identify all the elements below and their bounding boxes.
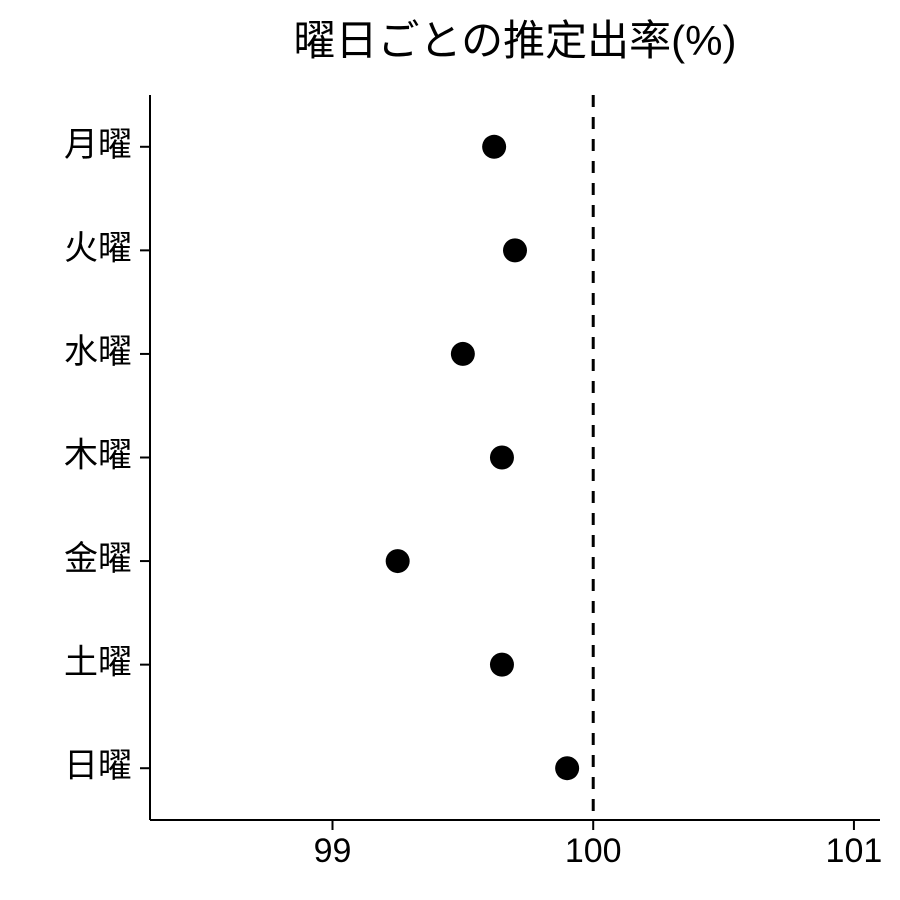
data-point xyxy=(503,238,527,262)
x-tick-label: 100 xyxy=(565,832,622,870)
y-tick-label: 月曜 xyxy=(64,126,132,164)
y-tick-label: 水曜 xyxy=(64,333,132,371)
y-tick-label: 金曜 xyxy=(64,540,132,578)
data-point xyxy=(490,446,514,470)
dot-plot: 曜日ごとの推定出率(%) 月曜火曜水曜木曜金曜土曜日曜 99 100 101 xyxy=(0,0,900,900)
data-point xyxy=(386,549,410,573)
data-point xyxy=(451,342,475,366)
y-tick-label: 火曜 xyxy=(64,229,132,267)
data-point xyxy=(555,756,579,780)
data-point xyxy=(490,653,514,677)
data-point xyxy=(482,135,506,159)
x-tick-label: 99 xyxy=(314,832,352,870)
x-tick-label: 101 xyxy=(826,832,883,870)
y-tick-label: 土曜 xyxy=(64,644,132,682)
chart-title: 曜日ごとの推定出率(%) xyxy=(294,17,737,64)
chart-container: 曜日ごとの推定出率(%) 月曜火曜水曜木曜金曜土曜日曜 99 100 101 xyxy=(0,0,900,900)
y-tick-label: 木曜 xyxy=(64,436,132,474)
y-tick-label: 日曜 xyxy=(64,747,132,785)
